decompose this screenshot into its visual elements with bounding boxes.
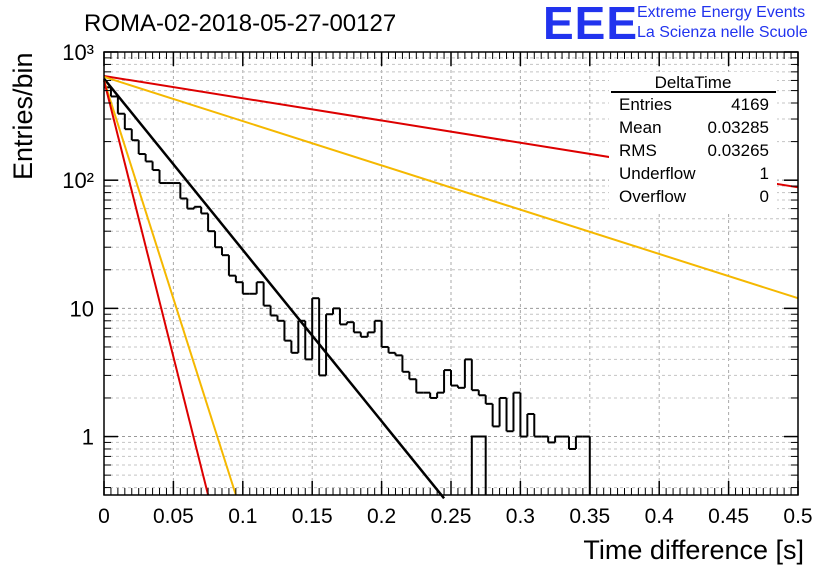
x-tick-label: 0.45: [708, 505, 749, 528]
logo-line-2: La Scienza nelle Scuole: [637, 24, 808, 41]
x-tick-label: 0.5: [783, 505, 812, 528]
x-tick-label: 0.25: [431, 505, 472, 528]
y-tick-label: 10: [70, 296, 94, 321]
stats-label: Overflow: [619, 187, 687, 206]
histogram-bin: [470, 435, 487, 495]
stats-box: DeltaTime Entries 4169 Mean 0.03285 RMS 0.032…: [609, 72, 777, 214]
stats-label: RMS: [619, 141, 657, 160]
stats-box-bg: [609, 72, 777, 214]
y-tick-label: 10²: [62, 168, 94, 193]
axis-ticks: 0 0.05 0.1 0.15 0.2 0.25 0.3 0.35 0.4 0.45 0.51101…: [62, 40, 812, 528]
x-tick-label: 0.2: [367, 505, 396, 528]
x-tick-label: 0.35: [569, 505, 610, 528]
y-tick-label: 1: [82, 425, 94, 450]
stats-value: 4169: [731, 95, 769, 114]
x-tick-label: 0.05: [153, 505, 194, 528]
x-tick-label: 0.4: [645, 505, 675, 528]
histogram: [104, 86, 591, 495]
series-upper-yellow: [103, 75, 799, 300]
stats-value: 0.03265: [708, 141, 769, 160]
y-axis-label: Entries/bin: [8, 52, 38, 180]
stats-label: Underflow: [619, 164, 696, 183]
y-tick-label: 10³: [62, 40, 94, 65]
x-tick-label: 0.1: [228, 505, 257, 528]
series-lower-red: [103, 80, 210, 496]
logo-line-1: Extreme Energy Events: [637, 4, 806, 21]
stats-label: Mean: [619, 118, 662, 137]
stats-value: 0: [760, 187, 769, 206]
series-lower-yellow: [103, 80, 237, 496]
stats-name: DeltaTime: [655, 73, 732, 92]
stats-label: Entries: [619, 95, 672, 114]
x-axis-label: Time difference [s]: [583, 535, 804, 565]
stats-value: 0.03285: [708, 118, 769, 137]
x-tick-label: 0: [98, 505, 110, 528]
stats-value: 1: [760, 164, 769, 183]
x-tick-label: 0.15: [292, 505, 333, 528]
x-tick-label: 0.3: [506, 505, 535, 528]
series-fit: [103, 77, 446, 500]
eee-logo: EEE: [543, 0, 639, 49]
chart-title: ROMA-02-2018-05-27-00127: [84, 10, 397, 37]
